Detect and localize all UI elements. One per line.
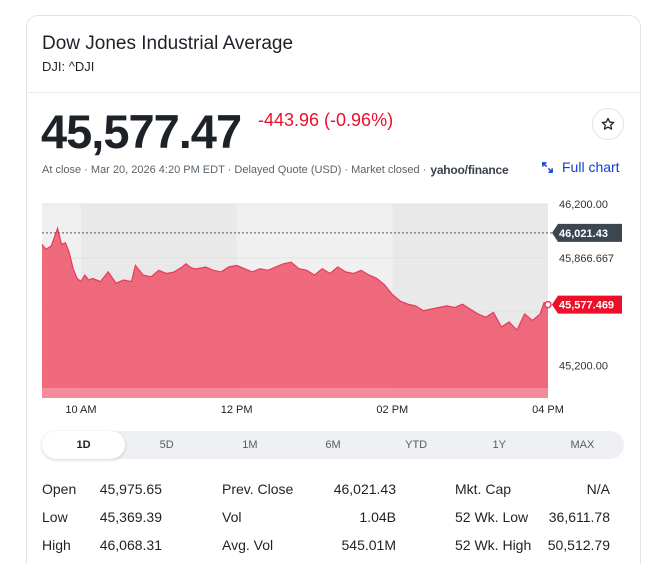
full-chart-link[interactable]: Full chart [541,159,620,175]
expand-icon [542,161,553,173]
stat-label: Low [42,509,68,525]
y-tick-label: 46,200.00 [559,199,608,211]
stat-label: Avg. Vol [222,537,274,553]
y-tick-label: 45,200.00 [559,361,608,373]
last-price-dot [544,300,552,309]
quote-meta: At close · Mar 20, 2026 4:20 PM EDT · De… [42,163,509,177]
star-icon [601,117,615,130]
stat-value: 36,611.78 [548,509,610,525]
stat-label: Mkt. Cap [455,481,512,497]
stat-label: Prev. Close [222,481,294,497]
stat-value: 45,369.39 [99,509,162,525]
range-tab-6m[interactable]: 6M [325,439,341,451]
range-tab-max[interactable]: MAX [570,439,595,451]
stat-label: Open [42,481,77,497]
price-chart[interactable]: 46,200.00 45,866.667 45,200.00 46,021.43 45,… [0,0,668,430]
quote-meta-text: At close · Mar 20, 2026 4:20 PM EDT · De… [42,164,427,176]
last-price-tag: 45,577.469 [552,295,622,314]
svg-text:46,021.43: 46,021.43 [559,228,608,240]
stat-label: High [42,537,71,553]
x-tick-label: 02 PM [376,404,408,416]
full-chart-label: Full chart [562,159,620,175]
header-divider [26,92,641,93]
stat-label: 52 Wk. Low [455,509,529,525]
stat-label: 52 Wk. High [455,537,532,553]
range-tab-1y[interactable]: 1Y [492,439,506,451]
stat-value: 46,021.43 [333,481,396,497]
stat-label: Vol [222,509,242,525]
add-to-watchlist-button[interactable] [592,108,624,140]
stat-value: 45,975.65 [99,481,162,497]
range-selector: 1D 5D 1M 6M YTD 1Y MAX [42,431,624,459]
index-title: Dow Jones Industrial Average [42,33,294,54]
stat-value: 545.01M [341,537,396,553]
prev-close-tag: 46,021.43 [552,223,622,242]
range-tab-ytd[interactable]: YTD [405,439,428,451]
x-tick-label: 12 PM [221,404,253,416]
range-tab-5d[interactable]: 5D [159,439,174,451]
yahoo-finance-logo: yahoo/finance [430,163,509,177]
x-tick-label: 10 AM [65,404,96,416]
stat-value: 50,512.79 [547,537,610,553]
y-tick-label: 45,866.667 [559,253,614,265]
current-price: 45,577.47 [41,105,242,158]
index-symbol: DJI: ^DJI [42,59,95,74]
price-area [42,228,548,398]
price-change: -443.96 (-0.96%) [258,110,394,130]
volume-strip [42,388,548,398]
range-tab-1d[interactable]: 1D [42,431,126,459]
svg-text:45,577.469: 45,577.469 [559,300,614,312]
stat-value: N/A [586,481,610,497]
range-tab-1m[interactable]: 1M [242,439,258,451]
stat-value: 46,068.31 [99,537,162,553]
stat-value: 1.04B [359,509,396,525]
x-tick-label: 04 PM [532,404,564,416]
price-line [41,226,549,332]
